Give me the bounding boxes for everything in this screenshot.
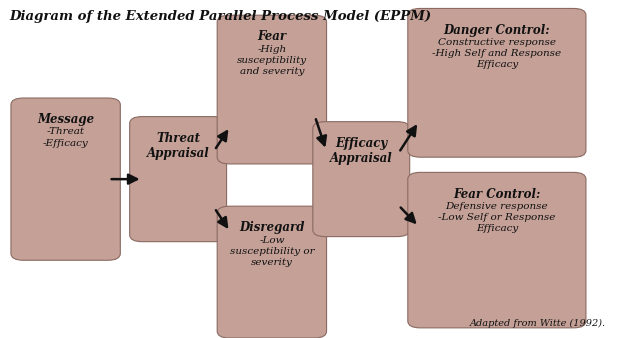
Text: -Low
susceptibility or
severity: -Low susceptibility or severity [229, 236, 314, 267]
Text: Threat
Appraisal: Threat Appraisal [147, 132, 209, 160]
Text: Diagram of the Extended Parallel Process Model (EPPM): Diagram of the Extended Parallel Process… [9, 10, 431, 23]
Text: Message: Message [37, 113, 94, 126]
FancyBboxPatch shape [11, 98, 120, 260]
FancyBboxPatch shape [408, 172, 586, 328]
Text: Disregard: Disregard [239, 221, 304, 234]
Text: Defensive response
-Low Self or Response
Efficacy: Defensive response -Low Self or Response… [438, 202, 556, 233]
Text: Efficacy
Appraisal: Efficacy Appraisal [330, 137, 392, 165]
Text: Danger Control:: Danger Control: [444, 24, 550, 37]
FancyBboxPatch shape [130, 117, 227, 242]
Text: Constructive response
-High Self and Response
Efficacy: Constructive response -High Self and Res… [432, 38, 561, 69]
FancyBboxPatch shape [217, 15, 327, 164]
Text: Fear: Fear [258, 30, 286, 43]
Text: -Threat
-Efficacy: -Threat -Efficacy [42, 127, 89, 147]
Text: -High
susceptibility
and severity: -High susceptibility and severity [237, 45, 307, 76]
FancyBboxPatch shape [408, 8, 586, 157]
FancyBboxPatch shape [312, 122, 410, 237]
Text: Adapted from Witte (1992).: Adapted from Witte (1992). [470, 319, 606, 328]
Text: Fear Control:: Fear Control: [453, 188, 541, 200]
FancyBboxPatch shape [217, 206, 327, 338]
